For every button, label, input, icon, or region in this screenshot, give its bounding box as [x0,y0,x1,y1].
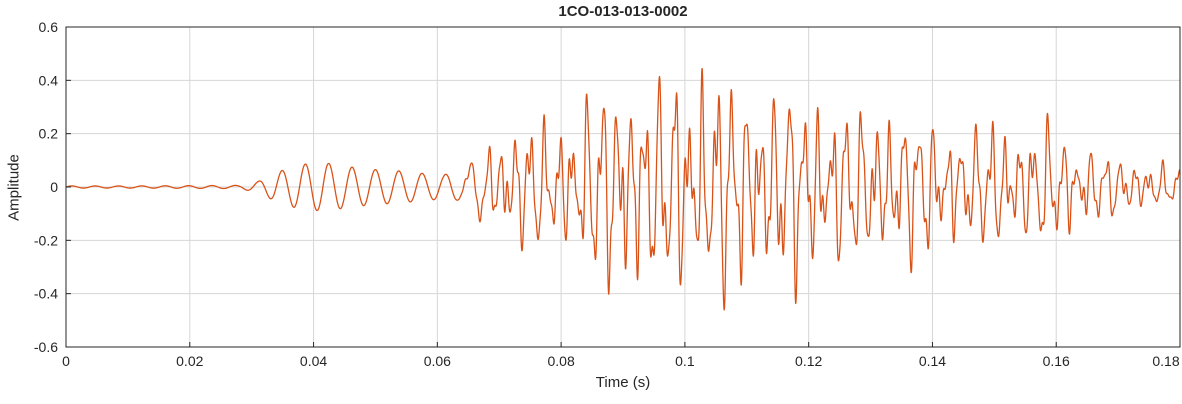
x-tick-label: 0.08 [547,353,574,369]
y-tick-label: 0.6 [39,19,59,35]
x-tick-label: 0.02 [176,353,203,369]
x-tick-label: 0 [62,353,70,369]
y-axis-label: Amplitude [5,154,23,221]
y-tick-label: -0.6 [34,339,58,355]
y-tick-label: 0.2 [39,126,59,142]
x-tick-label: 0.12 [795,353,822,369]
y-tick-label: 0.4 [39,72,59,88]
y-tick-label: -0.2 [34,232,58,248]
x-tick-label: 0.1 [675,353,695,369]
x-axis-label: Time (s) [595,374,651,391]
x-tick-label: 0.14 [919,353,946,369]
y-tick-label: -0.4 [34,286,58,302]
axes-box [65,26,1181,348]
x-tick-label: 0.06 [424,353,451,369]
x-tick-label: 0.04 [300,353,327,369]
x-tick-label: 0.18 [1152,353,1179,369]
waveform-path [66,68,1180,311]
y-tick-label: 0 [50,179,58,195]
chart-title: 1CO-013-013-0002 [558,3,688,20]
x-tick-label: 0.16 [1043,353,1070,369]
